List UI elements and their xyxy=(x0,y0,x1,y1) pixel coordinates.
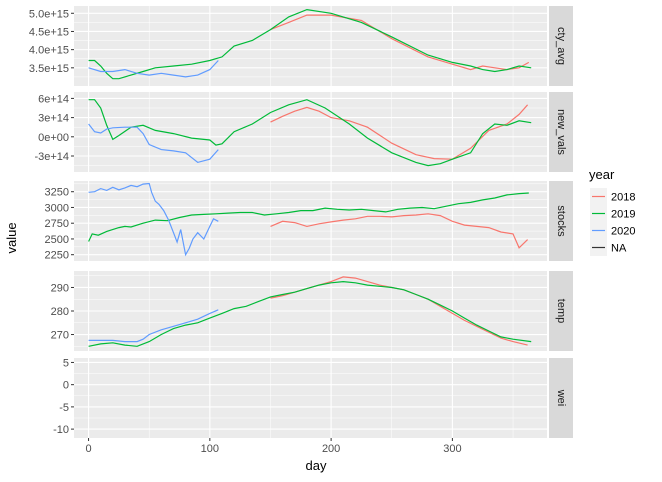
legend-item-2018: 2018 xyxy=(590,188,635,205)
legend-item-2019: 2019 xyxy=(590,205,635,222)
y-tick-label: 2750 xyxy=(45,218,69,230)
y-tick-label: -5 xyxy=(59,402,69,414)
y-tick-label: 0e+00 xyxy=(38,132,69,144)
facet-strip xyxy=(549,92,573,172)
panel-wei: -10 -5 0 5 wei xyxy=(53,357,573,438)
facet-strip-label: wei xyxy=(555,389,567,407)
panel-temp: 270 280 290 temp xyxy=(51,271,573,351)
y-tick-label: 4.0e+15 xyxy=(29,45,69,57)
panel-new_vals: -3e+14 0e+00 3e+14 6e+14 new_vals xyxy=(34,92,573,172)
series-line-2018 xyxy=(270,104,529,160)
panel-background xyxy=(74,358,547,438)
y-tick-label: 3000 xyxy=(45,202,69,214)
y-tick-label: 270 xyxy=(51,330,69,342)
facet-strip xyxy=(549,6,573,86)
series-line-2020 xyxy=(88,60,219,78)
chart-panels: 3.5e+15 4.0e+15 4.5e+15 5.0e+15 cty_avg -3e+1… xyxy=(29,6,573,438)
panel-background xyxy=(74,6,547,86)
x-tick-label: 200 xyxy=(322,443,340,455)
y-tick-label: 3250 xyxy=(45,187,69,199)
panel-stocks: 2250 2500 2750 3000 3250 stocks xyxy=(45,181,573,262)
series-line-2020 xyxy=(88,309,219,343)
y-tick-label: -10 xyxy=(53,424,69,436)
y-tick-label: 280 xyxy=(51,306,69,318)
y-tick-label: 5.0e+15 xyxy=(29,8,69,20)
legend-item-2020: 2020 xyxy=(590,222,635,239)
y-tick-label: 290 xyxy=(51,282,69,294)
y-tick-label: 6e+14 xyxy=(38,93,69,105)
facet-strip xyxy=(549,271,573,351)
legend-label: 2018 xyxy=(611,192,635,204)
x-axis: 0 100 200 300 xyxy=(85,438,462,455)
facet-strip-label: temp xyxy=(555,299,567,323)
facet-strip xyxy=(549,181,573,261)
series-line-2018 xyxy=(270,213,529,249)
series-line-2020 xyxy=(88,182,219,257)
y-axis-title: value xyxy=(4,222,19,253)
panel-cty_avg: 3.5e+15 4.0e+15 4.5e+15 5.0e+15 cty_avg xyxy=(29,6,573,86)
legend-label: 2019 xyxy=(611,209,635,221)
series-line-2019 xyxy=(88,99,532,167)
legend-item-NA: NA xyxy=(590,239,627,256)
x-tick-label: 300 xyxy=(443,443,461,455)
series-line-2019 xyxy=(88,280,532,347)
y-tick-label: 3e+14 xyxy=(38,113,69,125)
panel-background xyxy=(74,181,547,261)
y-tick-label: 3.5e+15 xyxy=(29,63,69,75)
y-tick-label: 4.5e+15 xyxy=(29,26,69,38)
facet-strip-label: new_vals xyxy=(555,109,567,155)
x-axis-title: day xyxy=(306,458,327,473)
series-line-2019 xyxy=(88,8,532,80)
series-line-2018 xyxy=(270,14,530,71)
series-line-2019 xyxy=(88,192,529,242)
x-tick-label: 0 xyxy=(85,443,91,455)
facet-strip xyxy=(549,358,573,438)
panel-background xyxy=(74,92,547,172)
legend-label: 2020 xyxy=(611,226,635,238)
y-tick-label: 2500 xyxy=(45,234,69,246)
y-tick-label: 0 xyxy=(63,380,69,392)
series-line-2020 xyxy=(88,123,219,164)
facet-strip-label: stocks xyxy=(555,205,567,237)
facet-strip-label: cty_avg xyxy=(555,27,567,65)
legend-title: year xyxy=(589,167,615,182)
legend: year 2018 2019 2020 NA xyxy=(589,167,635,256)
y-tick-label: 2250 xyxy=(45,250,69,262)
y-tick-label: -3e+14 xyxy=(34,151,69,163)
legend-label: NA xyxy=(611,243,627,255)
x-tick-label: 100 xyxy=(201,443,219,455)
y-tick-label: 5 xyxy=(63,357,69,369)
